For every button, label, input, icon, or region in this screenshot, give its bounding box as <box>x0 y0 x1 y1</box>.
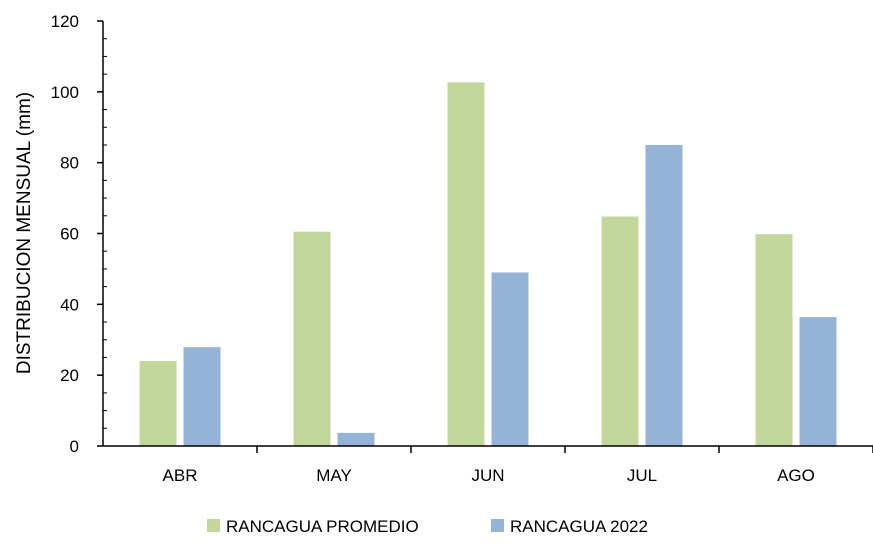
y-tick-label: 120 <box>51 12 79 31</box>
legend-swatch-2 <box>491 519 504 532</box>
bar-jul-series-1 <box>601 216 639 446</box>
bar-may-series-2 <box>337 432 375 446</box>
y-tick-label: 40 <box>60 295 79 314</box>
x-tick-label: MAY <box>316 466 352 485</box>
y-tick-label: 60 <box>60 225 79 244</box>
legend-swatch-1 <box>207 519 220 532</box>
bar-ago-series-2 <box>799 317 837 446</box>
legend-label-2: RANCAGUA 2022 <box>510 517 648 536</box>
x-tick-label: ABR <box>163 466 198 485</box>
y-tick-label: 80 <box>60 154 79 173</box>
x-tick-label: JUL <box>627 466 657 485</box>
axes-group <box>97 20 873 453</box>
y-axis-title: DISTRIBUCION MENSUAL (mm) <box>14 92 35 374</box>
bar-jun-series-1 <box>447 82 485 446</box>
bar-jul-series-2 <box>645 144 683 447</box>
y-tick-label: 100 <box>51 83 79 102</box>
y-tick-label: 0 <box>70 437 79 456</box>
legend-label-1: RANCAGUA PROMEDIO <box>226 517 419 536</box>
bars-group <box>139 82 837 447</box>
bar-may-series-1 <box>293 231 331 446</box>
bar-abr-series-2 <box>183 347 221 446</box>
y-tick-label: 20 <box>60 366 79 385</box>
bar-jun-series-2 <box>491 272 529 446</box>
x-tick-label: JUN <box>471 466 504 485</box>
legend: RANCAGUA PROMEDIO RANCAGUA 2022 <box>207 517 648 536</box>
bar-abr-series-1 <box>139 361 177 446</box>
x-tick-label: AGO <box>777 466 815 485</box>
bar-ago-series-1 <box>755 234 793 446</box>
tick-labels-group: 0 20 40 60 80 100 120 ABR MAY JUN JUL AGO <box>51 12 815 485</box>
